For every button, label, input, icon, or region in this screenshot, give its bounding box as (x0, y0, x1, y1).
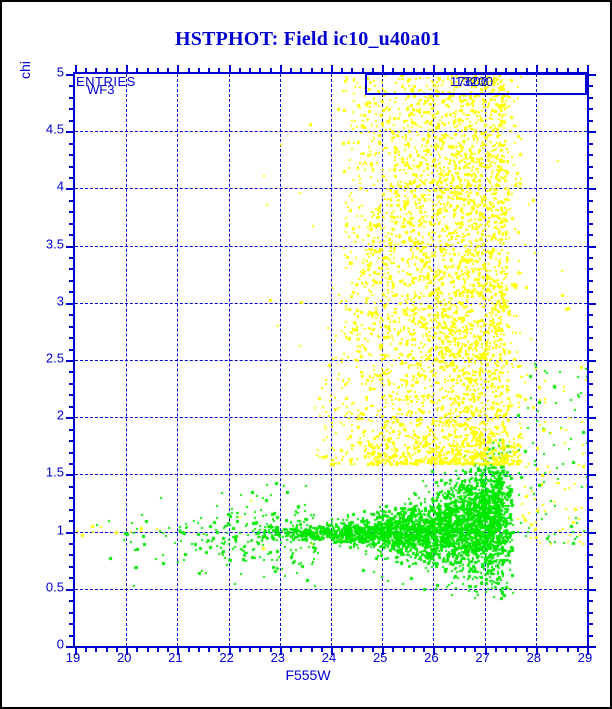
x-axis-tick-minor (95, 646, 98, 652)
y-axis-tick-label: 2.5 (45, 350, 64, 366)
page-title: HSTPHOT: Field ic10_u40a01 (175, 28, 441, 50)
entries-value-overlay: 17800 (450, 74, 489, 89)
x-axis-tick-label: 20 (116, 650, 132, 665)
x-axis-tick-label: 19 (65, 650, 81, 665)
y-axis-tick-label: 0 (56, 636, 64, 652)
x-axis-tick-major (75, 65, 77, 74)
x-axis-tick-minor (197, 646, 200, 652)
y-axis-tick-label: 0.5 (45, 579, 64, 595)
x-axis-tick-major (228, 65, 231, 74)
entries-label: ENTRIES (76, 74, 136, 89)
y-axis-tick-label: 1.5 (45, 464, 64, 480)
x-axis-tick-major (126, 65, 129, 74)
x-axis-tick-label: 21 (168, 650, 183, 665)
x-axis-tick-label: 29 (577, 650, 593, 665)
x-axis-tick-label: 28 (526, 650, 542, 665)
x-axis-tick-minor (402, 646, 405, 652)
y-axis-tick-label: 3 (56, 293, 64, 309)
x-axis-title: F555W (285, 667, 331, 683)
x-axis-tick-major (587, 65, 589, 74)
y-axis-tick-label: 2 (56, 407, 64, 423)
y-axis-tick-major (587, 646, 596, 648)
x-axis-tick-minor (351, 646, 354, 652)
y-axis-tick-label: 1 (56, 522, 64, 538)
y-axis-tick-label: 4 (56, 178, 64, 194)
entries-value: 13200 (455, 74, 494, 89)
y-axis-tick-label: 4.5 (45, 121, 64, 137)
x-axis-tick-minor (556, 646, 559, 652)
scatter-points-canvas (75, 74, 587, 646)
plot-area: WF3 (66, 65, 596, 655)
y-axis-tick-major (66, 646, 75, 648)
x-axis-tick-minor (505, 646, 508, 652)
x-axis-tick-minor (300, 646, 303, 652)
x-axis-tick-major (279, 65, 282, 74)
x-axis-tick-label: 23 (270, 650, 286, 665)
x-axis-tick-minor (453, 646, 456, 652)
x-axis-tick-minor (249, 646, 252, 652)
entries-legend-box (365, 73, 587, 95)
chip-annotation-label: WF3 (87, 82, 115, 97)
x-axis-tick-label: 26 (424, 650, 439, 665)
y-axis-tick-label: 3.5 (45, 236, 64, 252)
x-axis-tick-label: 27 (475, 650, 490, 665)
y-axis-tick-labels: 0 0.5 1 1.5 2 2.5 3 3.5 4 4.5 5 (2, 65, 610, 652)
y-axis-tick-label: 5 (56, 64, 64, 80)
x-axis-tick-major (177, 65, 180, 74)
x-axis-tick-label: 24 (321, 650, 337, 665)
x-axis-tick-minor (146, 646, 149, 652)
x-axis-tick-major (331, 65, 333, 74)
x-axis-tick-label: 25 (372, 650, 388, 665)
x-axis-tick-label: 22 (219, 650, 234, 665)
